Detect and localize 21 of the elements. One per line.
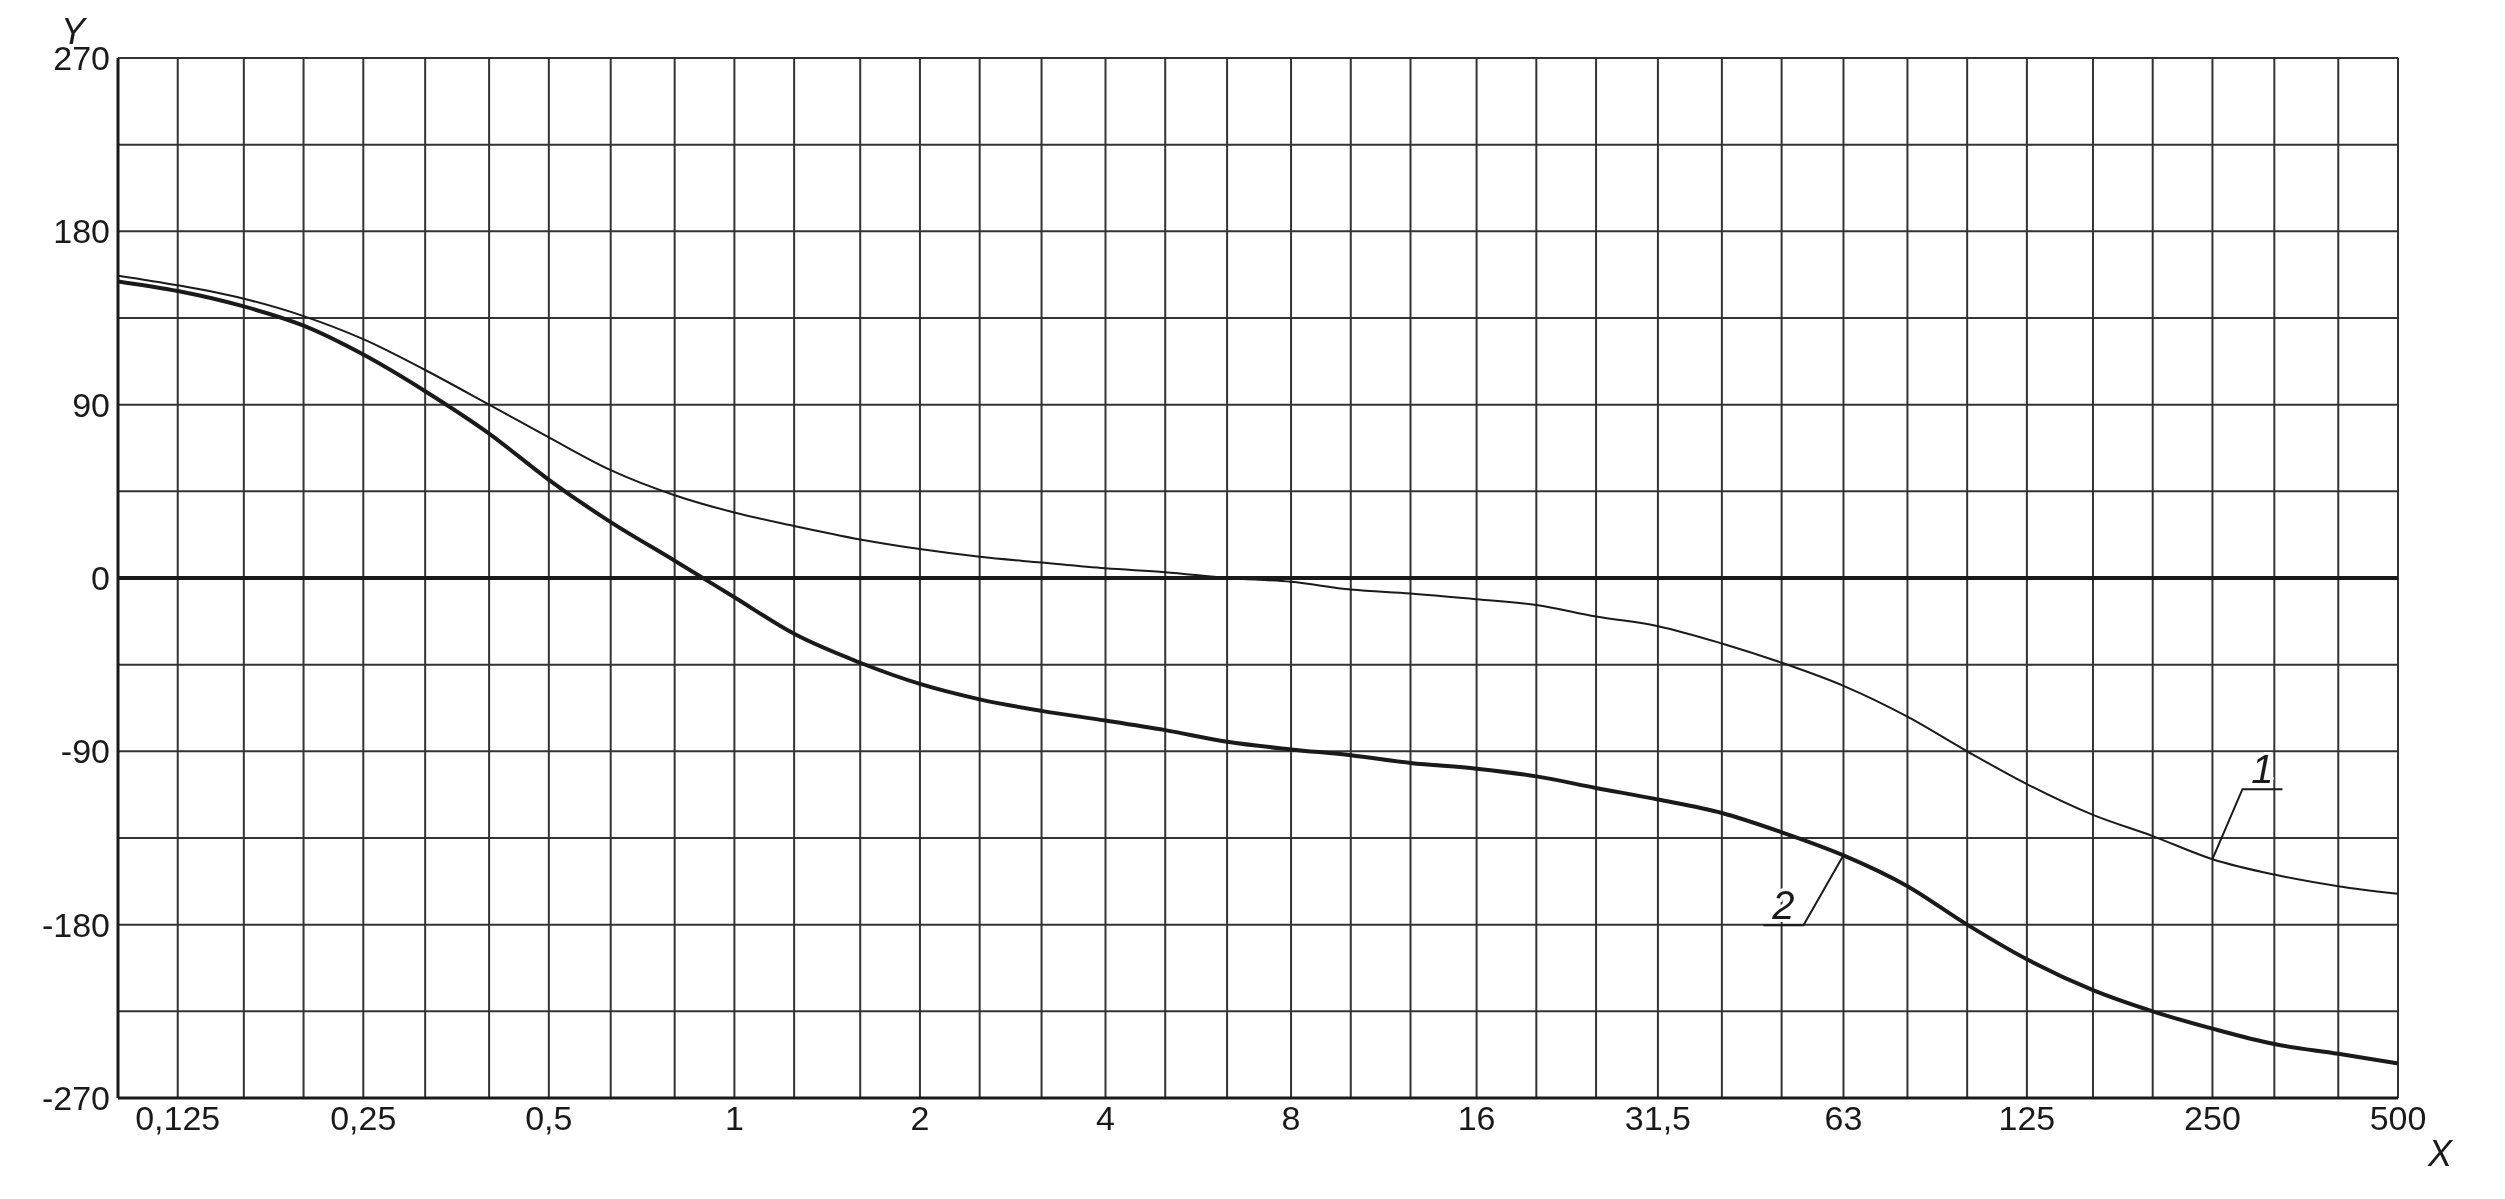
- x-tick-label: 63: [1824, 1099, 1863, 1138]
- x-axis-title: X: [2427, 1132, 2454, 1174]
- x-tick-label: 4: [1096, 1099, 1115, 1138]
- x-tick-label: 31,5: [1624, 1099, 1692, 1138]
- y-tick-label: 90: [72, 385, 110, 424]
- y-tick-label: -90: [60, 732, 110, 771]
- x-tick-label: 500: [2369, 1099, 2427, 1138]
- x-tick-label: 2: [910, 1099, 930, 1138]
- y-tick-label: 0: [91, 559, 110, 598]
- y-tick-label: 180: [53, 212, 110, 251]
- x-tick-label: 0,25: [330, 1099, 397, 1138]
- x-tick-label: 1: [724, 1099, 744, 1138]
- y-tick-label: -180: [41, 905, 110, 944]
- x-tick-label: 0,125: [135, 1099, 221, 1138]
- x-tick-label: 125: [1998, 1099, 2056, 1138]
- x-tick-label: 16: [1457, 1099, 1496, 1138]
- x-tick-label: 0,5: [525, 1099, 573, 1138]
- x-tick-label: 8: [1281, 1099, 1301, 1138]
- series-label: 1: [2251, 747, 2274, 792]
- x-tick-label: 250: [2184, 1099, 2241, 1138]
- y-tick-label: -270: [41, 1079, 110, 1118]
